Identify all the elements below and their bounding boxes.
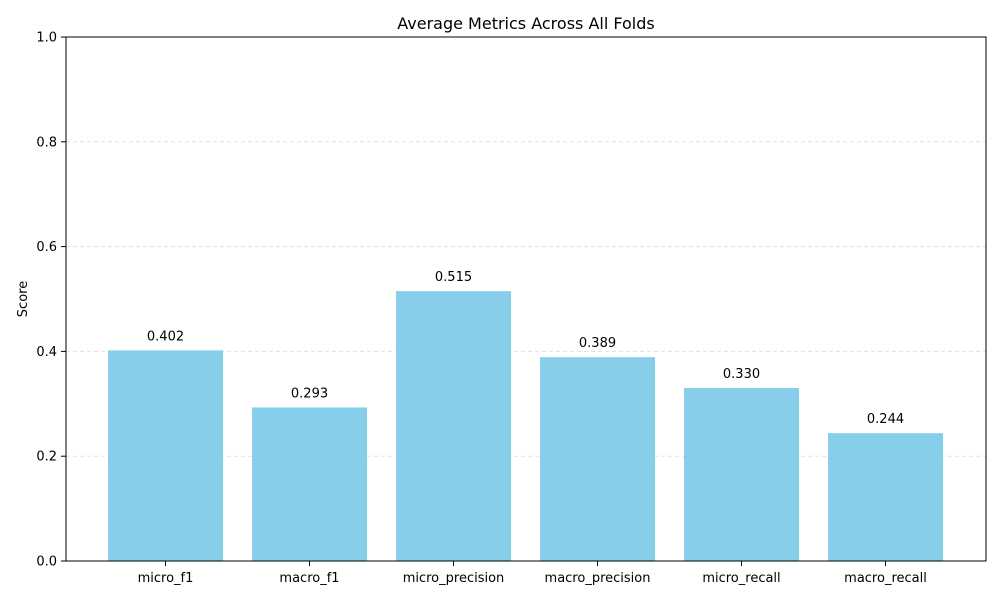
- bar-micro-precision: [396, 291, 511, 561]
- bar-macro-f1: [252, 407, 367, 561]
- bars: [108, 291, 943, 561]
- x-tick-label: macro_recall: [844, 571, 927, 586]
- y-tick-label: 0.4: [36, 345, 57, 360]
- x-tick-label: macro_f1: [279, 571, 339, 586]
- axes: 0.0 0.2 0.4 0.6 0.8 1.0 micro_f1 macro_f1 micro_…: [36, 31, 987, 586]
- data-label: 0.293: [291, 386, 328, 401]
- y-tick-label: 1.0: [36, 31, 57, 46]
- y-tick-label: 0.2: [36, 450, 57, 465]
- y-tick-label: 0.8: [36, 135, 57, 150]
- x-tick-label: macro_precision: [545, 571, 651, 586]
- y-axis-label: Score: [16, 281, 31, 317]
- bar-micro-f1: [108, 350, 223, 561]
- data-label: 0.330: [723, 367, 760, 382]
- data-labels: 0.402 0.293 0.515 0.389 0.330 0.244: [147, 270, 904, 427]
- data-label: 0.402: [147, 329, 184, 344]
- y-tick-label: 0.6: [36, 240, 57, 255]
- data-label: 0.389: [579, 336, 616, 351]
- data-label: 0.244: [867, 412, 904, 427]
- data-label: 0.515: [435, 270, 472, 285]
- plot-frame: [65, 36, 987, 562]
- bar-macro-precision: [540, 357, 655, 561]
- y-tick-label: 0.0: [36, 555, 57, 570]
- x-tick-label: micro_f1: [138, 571, 194, 586]
- x-tick-label: micro_recall: [702, 571, 780, 586]
- chart-title: Average Metrics Across All Folds: [397, 14, 654, 33]
- bar-macro-recall: [828, 433, 943, 561]
- bar-micro-recall: [684, 388, 799, 561]
- x-tick-label: micro_precision: [403, 571, 505, 586]
